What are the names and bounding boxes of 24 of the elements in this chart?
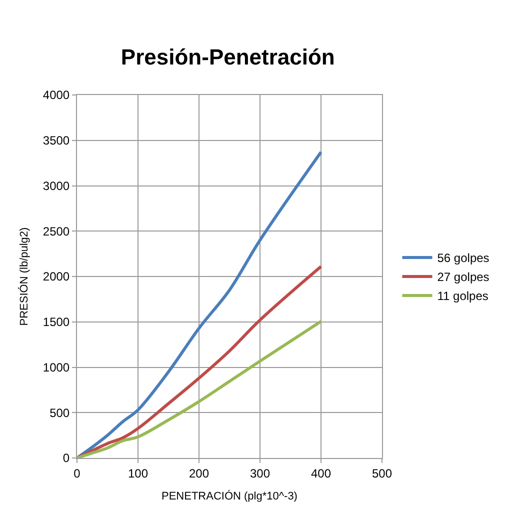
y-axis-title: PRESIÓN (lb/pulg2) [18, 227, 31, 326]
legend-label: 11 golpes [437, 289, 488, 304]
y-tick-label: 1500 [42, 315, 70, 330]
x-tick-label: 300 [250, 466, 270, 480]
x-axis-title: PENETRACIÓN (plg*10^-3) [162, 490, 298, 503]
legend-label: 27 golpes [437, 270, 490, 284]
x-tick-label: 200 [188, 466, 210, 480]
x-tick-label: 100 [128, 466, 148, 480]
legend-label: 56 golpes [437, 251, 490, 266]
y-tick-label: 2500 [42, 224, 70, 238]
y-tick-label: 4000 [42, 88, 70, 102]
y-tick-label: 500 [50, 406, 70, 420]
x-tick-label: 500 [372, 466, 392, 480]
y-tick-label: 0 [62, 451, 70, 466]
line-series [77, 150, 322, 458]
y-tick-label: 1000 [42, 360, 70, 374]
line-series [77, 320, 322, 458]
chart-title: Presión-Penetración [120, 44, 335, 70]
y-tick-label: 3500 [42, 134, 70, 148]
x-tick-label: 0 [74, 466, 81, 480]
line-series [77, 265, 322, 458]
x-tick-label: 400 [310, 466, 332, 480]
y-tick-label: 2000 [42, 270, 70, 284]
y-tick-label: 3000 [42, 178, 70, 193]
